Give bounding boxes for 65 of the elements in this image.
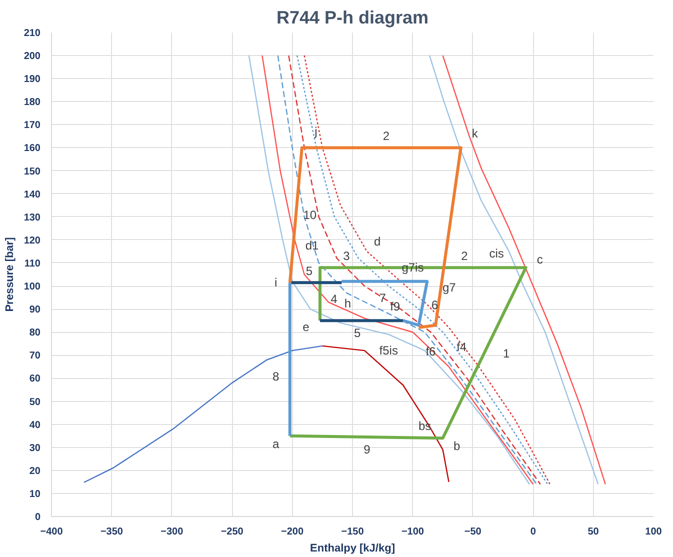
annotation: 2 <box>382 129 390 144</box>
y-tick-label: 70 <box>29 350 41 362</box>
y-tick-label: 90 <box>29 304 41 316</box>
annotation: f9 <box>390 300 400 314</box>
y-axis-title: Pressure [bar] <box>4 236 16 312</box>
annotation: f4 <box>456 340 467 354</box>
annotation: 2 <box>461 249 468 264</box>
y-tick-label: 160 <box>24 143 41 154</box>
x-tick-label: −200 <box>281 526 304 538</box>
annotation: h <box>344 296 352 310</box>
y-tick-label: 180 <box>24 97 41 108</box>
x-tick-label: 50 <box>588 526 600 538</box>
annotation: b <box>453 439 460 454</box>
annotation: g7 <box>442 280 456 294</box>
y-tick-label: 170 <box>24 120 41 132</box>
annotation: j <box>314 124 318 139</box>
annotation: a <box>272 436 280 451</box>
y-tick-label: 200 <box>24 51 41 62</box>
y-tick-label: 150 <box>24 166 41 178</box>
y-tick-label: 100 <box>24 282 41 293</box>
y-tick-label: 20 <box>29 466 41 477</box>
y-tick-label: 210 <box>24 28 41 39</box>
annotation: 10 <box>303 208 317 222</box>
y-tick-label: 110 <box>24 258 41 270</box>
y-tick-label: 50 <box>29 396 41 408</box>
y-tick-label: 130 <box>24 212 41 224</box>
annotation: 5 <box>354 326 361 340</box>
x-tick-label: −350 <box>100 526 124 538</box>
annotation: 9 <box>364 442 371 456</box>
x-tick-label: −400 <box>40 526 64 538</box>
y-tick-label: 40 <box>29 420 41 431</box>
annotation: f5is <box>379 343 398 358</box>
y-tick-label: 30 <box>29 442 41 454</box>
annotation: g7is <box>402 260 424 274</box>
annotation: 5 <box>306 264 313 278</box>
chart-title: R744 P-h diagram <box>276 8 429 28</box>
line-series <box>83 345 323 483</box>
annotation: 8 <box>272 369 280 384</box>
x-tick-label: −250 <box>220 526 244 538</box>
annotation: 3 <box>343 249 350 264</box>
x-tick-label: −50 <box>464 526 482 538</box>
x-tick-label: −100 <box>401 526 424 538</box>
x-tick-label: −150 <box>341 526 364 538</box>
annotation: e <box>302 320 310 334</box>
y-tick-label: 140 <box>24 189 41 200</box>
y-tick-label: 10 <box>29 488 41 500</box>
annotation: c <box>536 252 543 267</box>
x-tick-label: 100 <box>645 526 662 538</box>
y-tick-label: 190 <box>24 74 41 86</box>
x-tick-label: −300 <box>160 526 184 538</box>
annotation: i <box>274 276 278 290</box>
annotation: d <box>374 234 381 249</box>
x-axis-title: Enthalpy [kJ/kg] <box>310 542 396 554</box>
line-series <box>288 146 462 330</box>
y-tick-label: 80 <box>29 328 41 339</box>
x-tick-label: 0 <box>530 526 536 538</box>
annotation: cis <box>489 246 504 261</box>
annotation: 4 <box>330 292 338 306</box>
annotation: k <box>472 126 479 141</box>
y-tick-label: 0 <box>34 512 41 523</box>
line-series <box>322 345 450 483</box>
annotation: 1 <box>503 346 510 360</box>
annotation: d1 <box>305 238 319 253</box>
y-tick-label: 120 <box>24 235 41 246</box>
y-tick-label: 60 <box>29 374 41 385</box>
